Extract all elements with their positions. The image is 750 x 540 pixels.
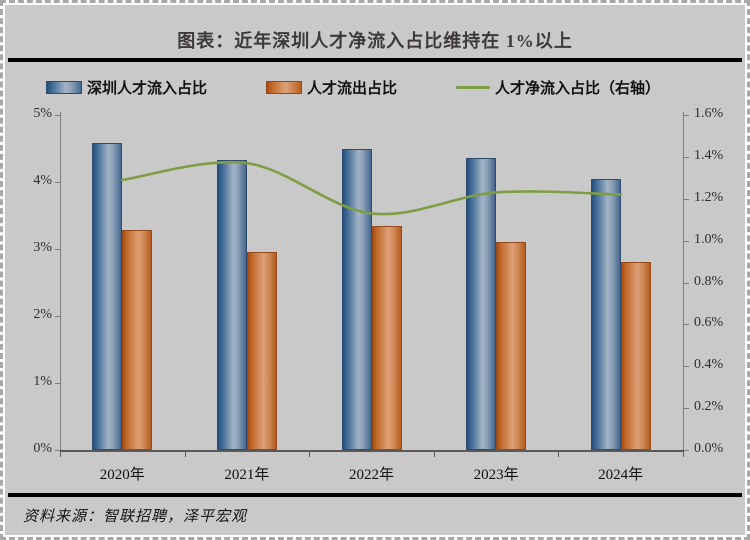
- bar-inflow-2021年: [216, 159, 247, 450]
- x-axis-category-label: 2020年: [99, 467, 145, 483]
- chart-canvas: 图表：近年深圳人才净流入占比维持在 1%以上 深圳人才流入占比 人才流出占比 人…: [5, 5, 745, 535]
- outflow-legend-swatch: [266, 80, 302, 94]
- left-axis-tick: [55, 450, 60, 451]
- right-axis-tick: [684, 450, 689, 451]
- right-axis-tick-label: 0.4%: [694, 357, 724, 373]
- left-axis-tick-label: 4%: [33, 173, 52, 188]
- x-axis-tick: [683, 452, 684, 457]
- x-axis-tick: [558, 452, 560, 457]
- left-axis-tick-label: 2%: [33, 307, 52, 322]
- x-axis-tick: [433, 452, 435, 457]
- right-axis-tick-label: 1.4%: [694, 147, 724, 163]
- netline-legend-label: 人才净流入占比（右轴）: [495, 80, 661, 97]
- legend-item-outflow: 人才流出占比: [266, 77, 397, 97]
- left-axis-tick: [55, 115, 60, 116]
- legend-item-netline: 人才净流入占比（右轴）: [456, 77, 660, 97]
- netline-legend-swatch: [456, 85, 490, 89]
- right-axis-tick-label: 1.6%: [694, 106, 724, 121]
- bar-inflow-2024年: [590, 179, 621, 450]
- net-inflow-line: [121, 160, 622, 216]
- bar-outflow-2023年: [496, 241, 527, 450]
- right-axis-tick: [684, 240, 689, 242]
- left-axis-tick: [55, 249, 60, 250]
- bar-inflow-2023年: [466, 157, 497, 450]
- right-axis-tick-label: 0.0%: [694, 441, 724, 456]
- x-axis-category-label: 2024年: [598, 467, 644, 483]
- x-axis-tick: [184, 452, 186, 457]
- x-axis-line: [60, 450, 684, 452]
- bar-outflow-2021年: [246, 252, 277, 450]
- x-axis-category-label: 2022年: [348, 467, 394, 483]
- chart-title: 图表：近年深圳人才净流入占比维持在 1%以上: [177, 31, 573, 51]
- inflow-legend-label: 深圳人才流入占比: [87, 80, 208, 97]
- right-axis-tick-label: 0.8%: [694, 273, 724, 289]
- left-axis-tick: [55, 316, 60, 317]
- x-axis-tick: [309, 452, 311, 457]
- bar-outflow-2024年: [620, 262, 651, 450]
- source-note: 资料来源：智联招聘，泽平宏观: [23, 509, 248, 525]
- legend-item-inflow: 深圳人才流入占比: [46, 77, 207, 97]
- right-axis-tick: [684, 282, 689, 284]
- x-axis-category-label: 2021年: [224, 467, 270, 483]
- right-axis-line: [683, 112, 684, 450]
- outflow-legend-label: 人才流出占比: [307, 80, 398, 97]
- x-axis-tick: [60, 452, 61, 457]
- right-axis-tick-label: 1.2%: [694, 189, 724, 205]
- bar-inflow-2022年: [341, 149, 372, 450]
- x-axis-category-label: 2023年: [473, 467, 519, 483]
- right-axis-tick: [684, 198, 689, 200]
- right-axis-tick: [684, 324, 689, 326]
- left-axis-tick-label: 0%: [33, 441, 52, 456]
- right-axis-tick: [684, 408, 689, 410]
- right-axis-tick: [684, 156, 689, 158]
- inflow-legend-swatch: [46, 80, 82, 94]
- left-axis-tick-label: 5%: [33, 106, 52, 121]
- right-axis-tick: [684, 366, 689, 368]
- footer-divider-bar: [8, 493, 742, 497]
- bar-outflow-2022年: [371, 225, 402, 450]
- right-axis-tick-label: 1.0%: [694, 231, 724, 247]
- bar-outflow-2020年: [122, 229, 153, 450]
- right-axis-tick: [684, 115, 689, 116]
- bar-inflow-2020年: [92, 143, 123, 450]
- right-axis-tick-label: 0.2%: [694, 399, 724, 415]
- left-axis-tick: [55, 182, 60, 183]
- right-axis-tick-label: 0.6%: [694, 315, 724, 331]
- left-axis-line: [60, 112, 61, 450]
- left-axis-tick-label: 3%: [33, 240, 52, 255]
- left-axis-tick: [55, 383, 60, 384]
- title-divider-bar: [8, 58, 742, 62]
- left-axis-tick-label: 1%: [33, 374, 52, 389]
